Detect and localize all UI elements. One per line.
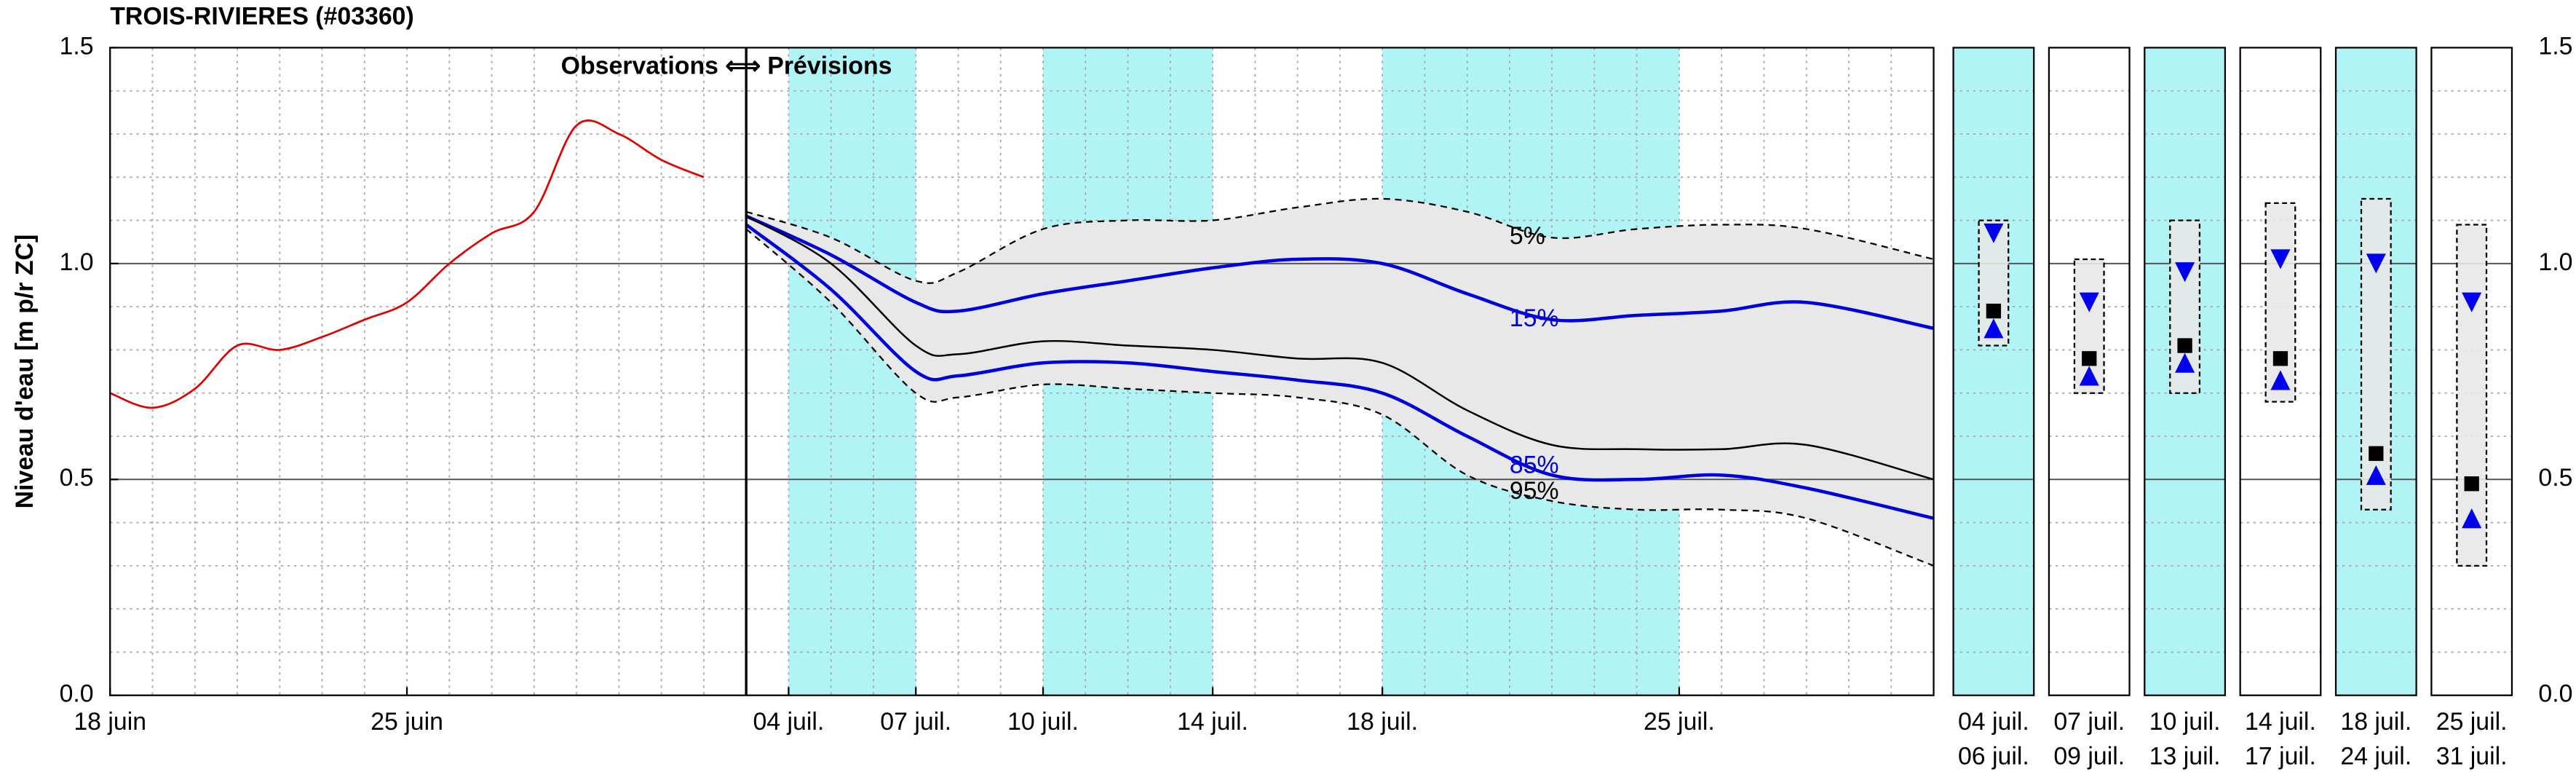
panel-start-label: 14 juil. — [2245, 708, 2316, 736]
panel-end-label: 17 juil. — [2245, 742, 2316, 770]
percentile-label: 5% — [1510, 222, 1545, 250]
forecast-line — [745, 215, 1934, 481]
up-triangle — [2462, 508, 2482, 529]
y-tick-label: 0.0 — [2538, 680, 2572, 708]
panel-background — [1953, 47, 2034, 696]
y-axis-title: Niveau d'eau [m p/r ZC] — [11, 235, 39, 509]
x-tick-label: 18 juin — [74, 708, 146, 736]
forecast-line — [745, 228, 1934, 567]
percentile-label: 85% — [1510, 451, 1559, 478]
x-tick-label: 07 juil. — [880, 708, 951, 736]
down-triangle — [1983, 223, 2004, 243]
forecast-line — [745, 197, 1934, 284]
down-triangle — [2462, 292, 2482, 312]
up-triangle — [1983, 318, 2004, 339]
x-tick-label: 14 juil. — [1177, 708, 1248, 736]
up-triangle — [2175, 352, 2195, 373]
down-triangle — [2366, 253, 2386, 274]
panel-end-label: 09 juil. — [2053, 742, 2125, 770]
panel-end-label: 24 juil. — [2340, 742, 2411, 770]
square-marker — [2272, 351, 2288, 366]
panel-frame — [1952, 47, 2035, 696]
x-tick-label: 04 juil. — [753, 708, 824, 736]
square-marker — [2464, 476, 2479, 492]
square-marker — [2369, 446, 2384, 461]
x-tick-label: 18 juil. — [1347, 708, 1418, 736]
y-tick-label: 0.5 — [60, 464, 94, 492]
panel-frame — [2048, 47, 2131, 696]
square-marker — [2082, 351, 2097, 366]
panel-frame — [2239, 47, 2322, 696]
square-marker — [1986, 303, 2002, 319]
forecast-band — [746, 198, 1934, 566]
panel-frame — [2334, 47, 2417, 696]
y-tick-label: 1.5 — [2538, 32, 2572, 60]
panel-end-label: 31 juil. — [2436, 742, 2508, 770]
y-tick-label: 1.0 — [2538, 248, 2572, 276]
panel-end-label: 13 juil. — [2149, 742, 2221, 770]
plot-frame — [109, 47, 1935, 696]
forecast-line — [745, 223, 1935, 520]
panel-start-label: 18 juil. — [2340, 708, 2411, 736]
up-triangle — [2079, 366, 2099, 386]
panel-frame — [2144, 47, 2227, 696]
y-tick-label: 1.5 — [60, 32, 94, 60]
range-box — [2360, 197, 2392, 511]
observed-line — [109, 119, 705, 409]
range-box — [2456, 224, 2488, 567]
panel-start-label: 25 juil. — [2436, 708, 2508, 736]
panel-start-label: 07 juil. — [2053, 708, 2125, 736]
percentile-label: 95% — [1510, 477, 1559, 505]
y-tick-label: 1.0 — [60, 248, 94, 276]
down-triangle — [2175, 262, 2195, 283]
percentile-label: 15% — [1510, 304, 1559, 332]
obs-forecast-annotation: Observations ⟺ Prévisions — [561, 52, 892, 79]
chart-title: TROIS-RIVIERES (#03360) — [110, 3, 414, 31]
panel-frame — [2430, 47, 2513, 696]
range-box — [2264, 202, 2296, 403]
x-tick-label: 25 juin — [370, 708, 443, 736]
y-tick-label: 0.5 — [2538, 464, 2572, 492]
up-triangle — [2270, 370, 2291, 390]
up-triangle — [2366, 465, 2386, 485]
x-tick-label: 10 juil. — [1007, 708, 1079, 736]
panel-start-label: 10 juil. — [2149, 708, 2221, 736]
x-tick-label: 25 juil. — [1644, 708, 1715, 736]
forecast-line — [745, 214, 1934, 331]
square-marker — [2177, 338, 2192, 353]
panel-start-label: 04 juil. — [1958, 708, 2029, 736]
down-triangle — [2079, 292, 2099, 312]
panel-end-label: 06 juil. — [1958, 742, 2029, 770]
down-triangle — [2270, 249, 2291, 269]
y-tick-label: 0.0 — [60, 680, 94, 708]
